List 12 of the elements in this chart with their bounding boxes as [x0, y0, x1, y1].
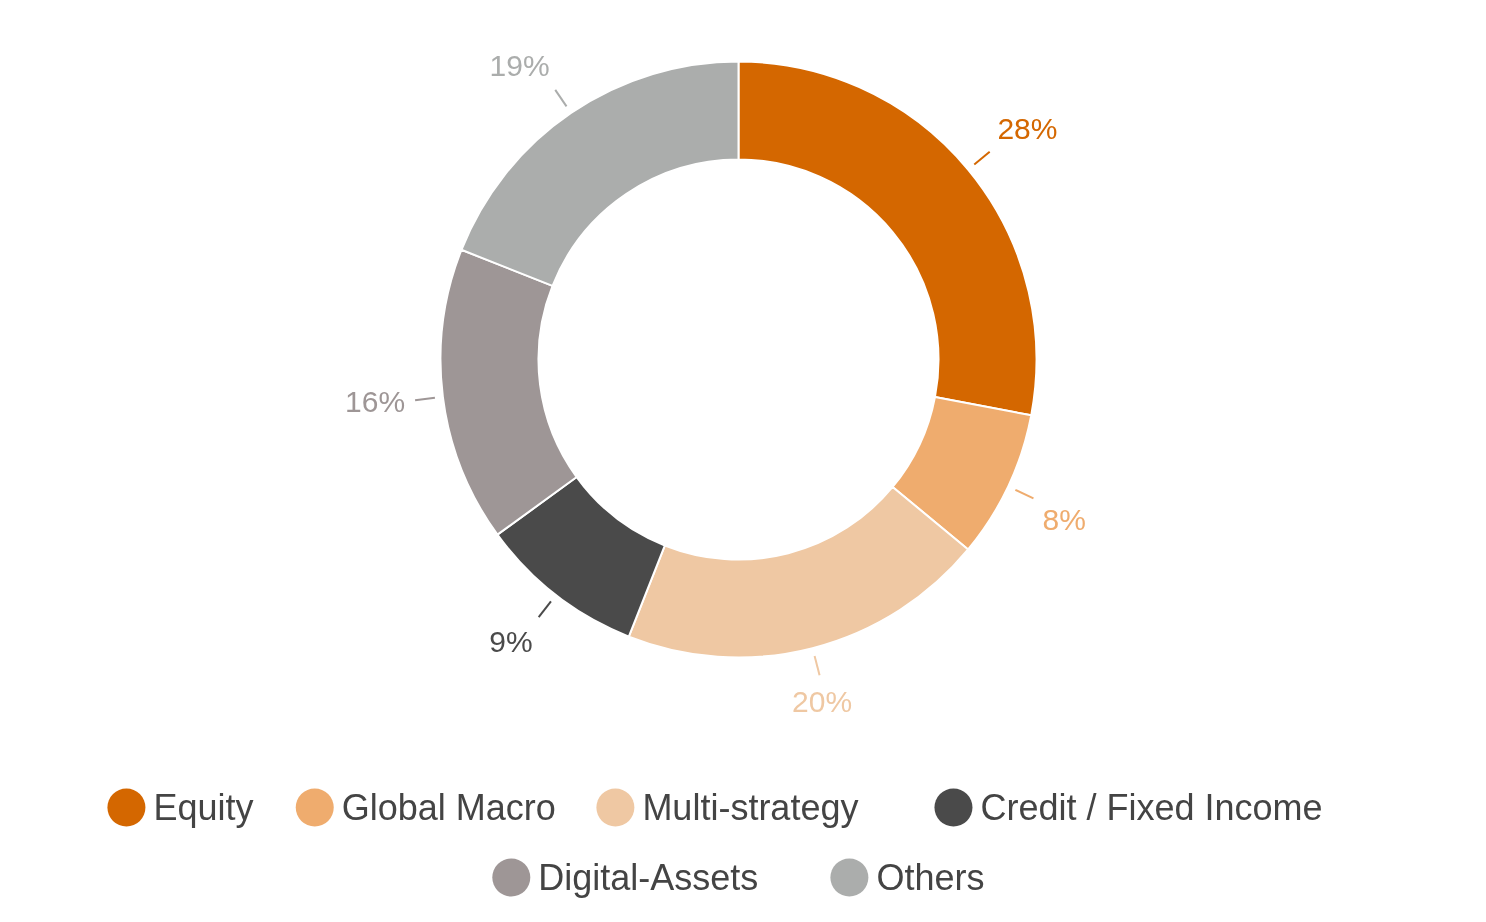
data-label: 16%: [345, 385, 406, 419]
legend-label: Multi-strategy: [642, 787, 859, 828]
data-label: 19%: [489, 48, 550, 82]
legend-label: Digital-Assets: [538, 857, 759, 898]
data-label: 8%: [1042, 502, 1086, 536]
data-label: 9%: [489, 624, 533, 658]
legend-label: Equity: [153, 787, 254, 828]
data-label: 20%: [792, 684, 853, 718]
legend-label: Credit / Fixed Income: [980, 787, 1323, 828]
legend-label: Global Macro: [341, 787, 556, 828]
legend-label: Others: [876, 857, 985, 898]
data-label: 28%: [997, 112, 1058, 146]
